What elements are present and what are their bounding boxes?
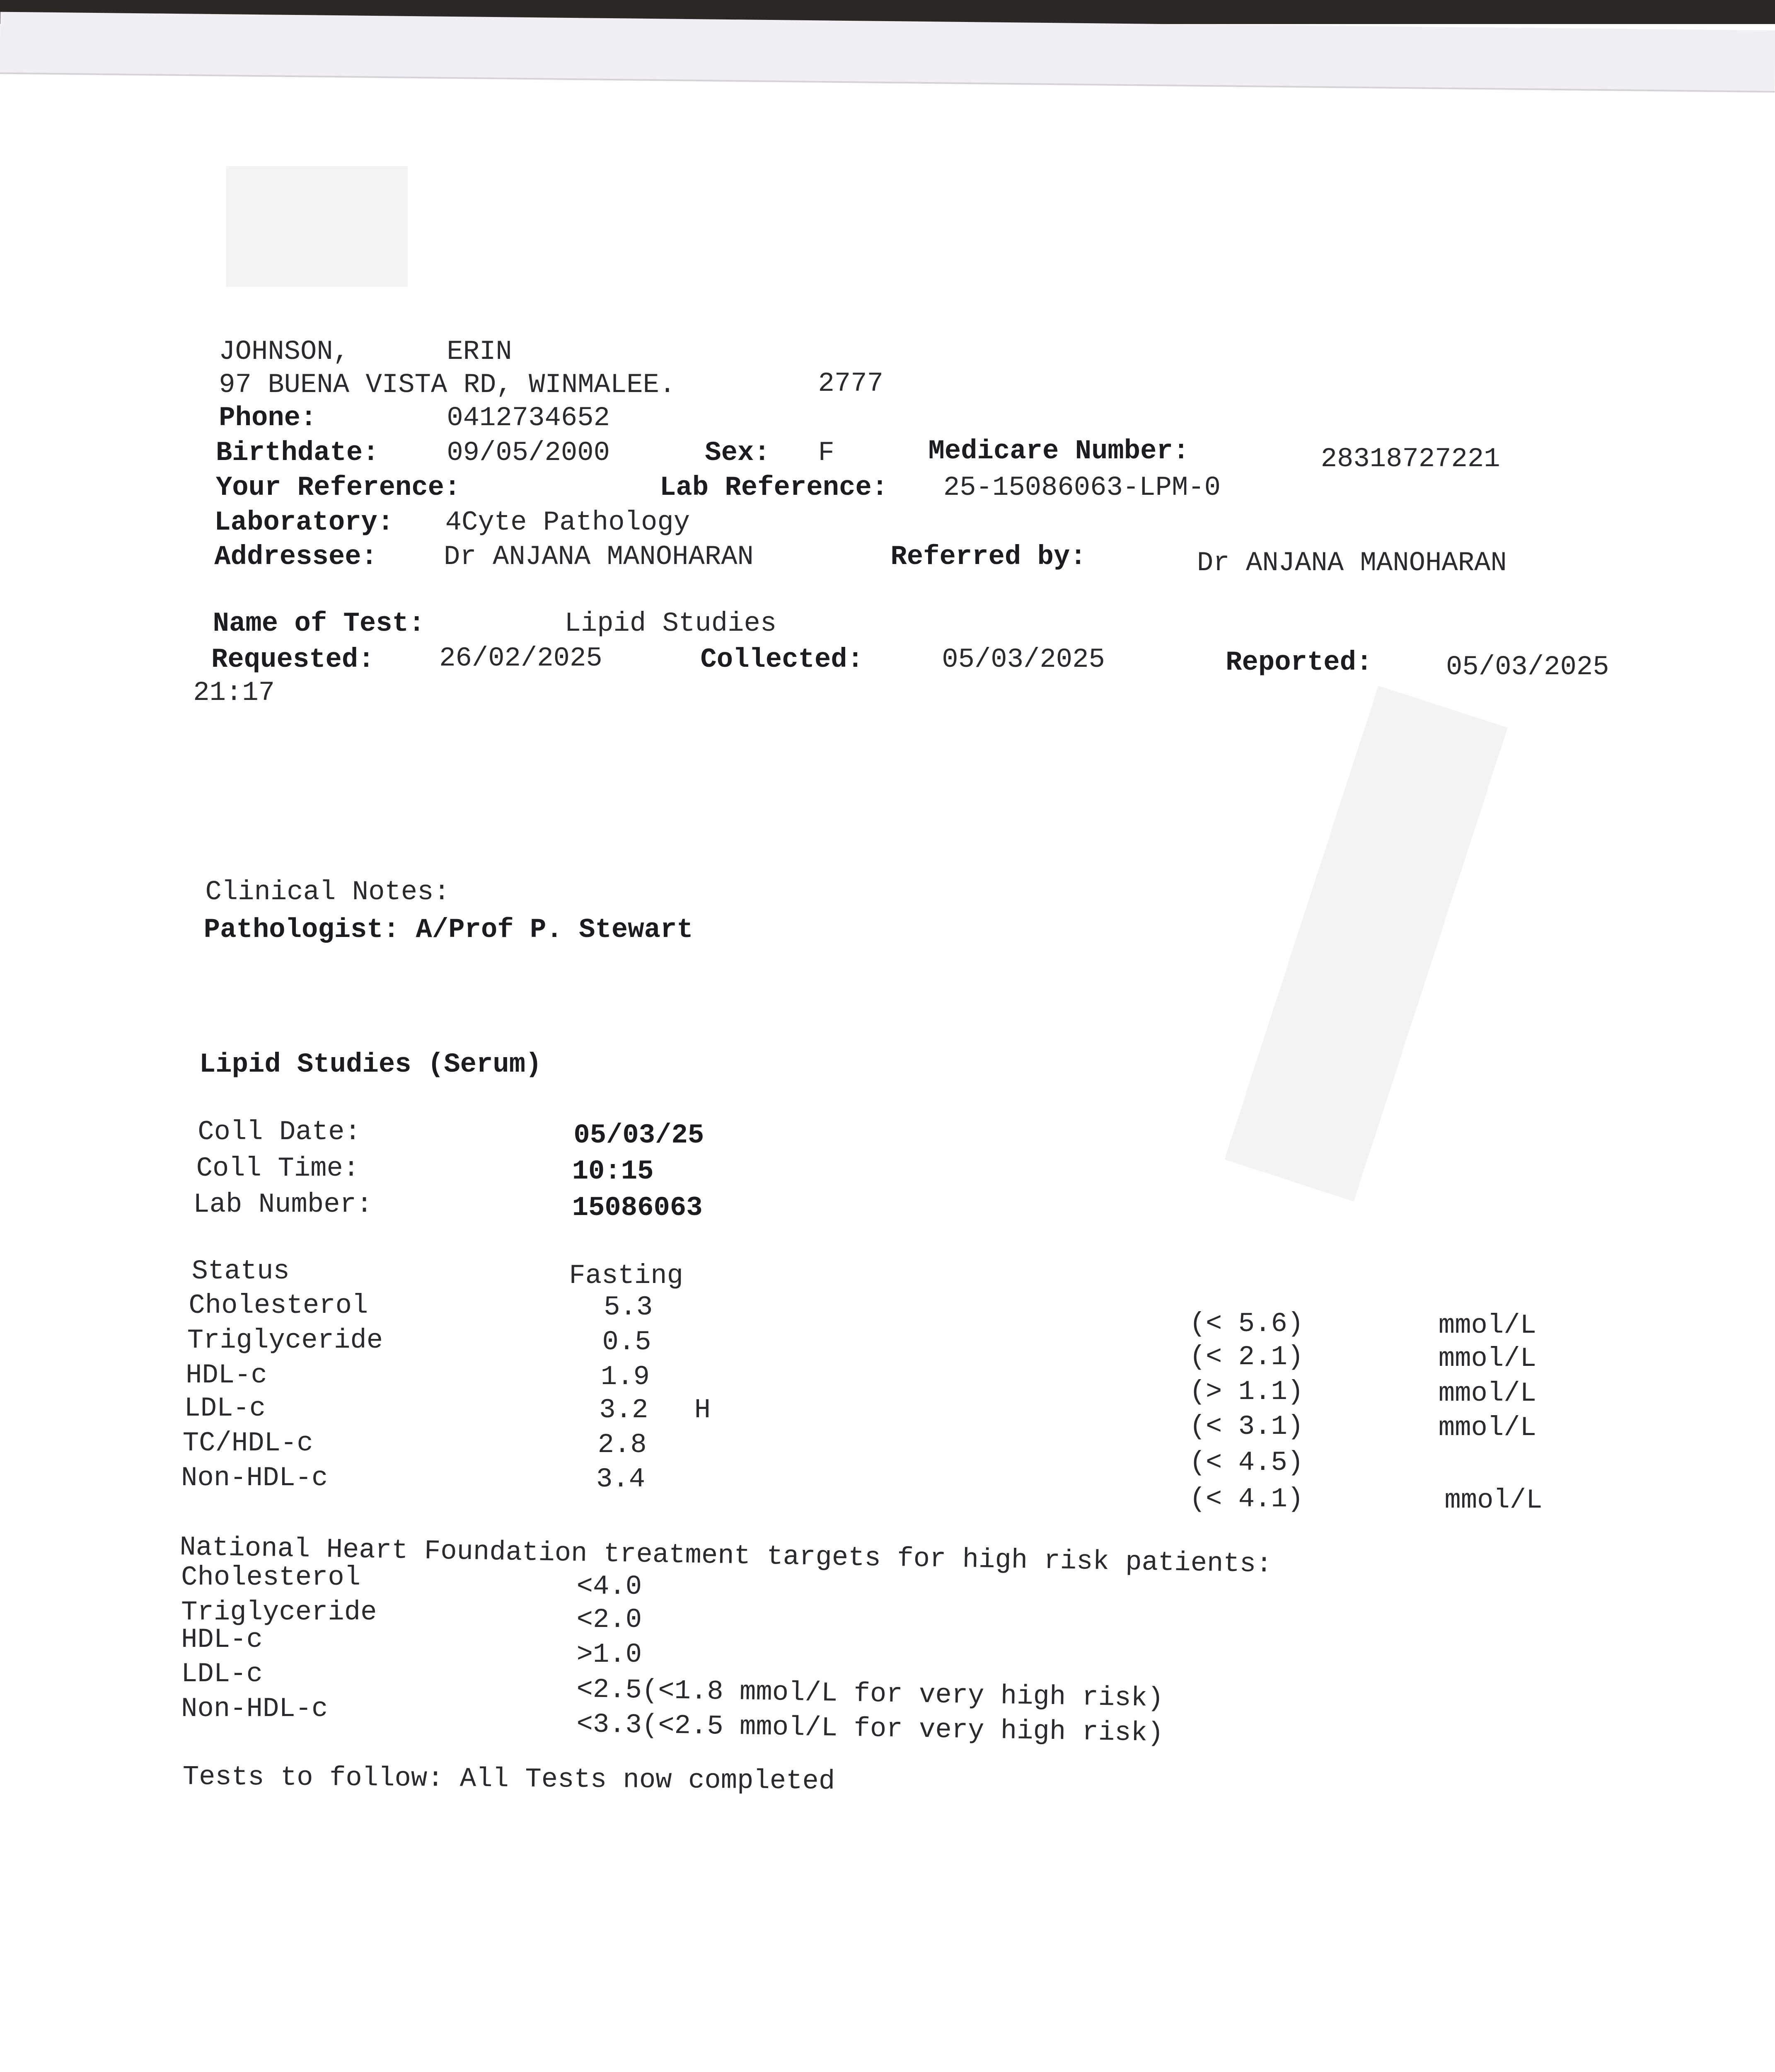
collected-label: Collected: — [700, 644, 863, 675]
phone-label: Phone: — [219, 402, 317, 434]
collected-value: 05/03/2025 — [942, 644, 1105, 675]
results-title: Lipid Studies (Serum) — [199, 1048, 542, 1080]
lab-reference-value: 25-15086063-LPM-0 — [943, 472, 1221, 503]
reference-range: (< 4.1) — [1189, 1483, 1304, 1515]
result-value: 2.8 — [597, 1429, 647, 1460]
target-name: Triglyceride — [181, 1596, 377, 1628]
status-value: Fasting — [569, 1260, 683, 1291]
result-name: Triglyceride — [187, 1325, 383, 1356]
reference-range: (< 5.6) — [1189, 1308, 1304, 1340]
reference-range: (< 3.1) — [1189, 1411, 1304, 1442]
referred-by-value: Dr ANJANA MANOHARAN — [1197, 547, 1507, 579]
paper-crease — [1224, 685, 1508, 1202]
result-name: Cholesterol — [189, 1290, 368, 1322]
referred-by-label: Referred by: — [890, 541, 1086, 573]
laboratory-value: 4Cyte Pathology — [445, 506, 690, 538]
result-name: Non-HDL-c — [181, 1462, 328, 1493]
reported-time: 21:17 — [193, 677, 275, 709]
reported-label: Reported: — [1226, 647, 1373, 678]
lab-reference-label: Lab Reference: — [659, 472, 888, 503]
patient-surname: JOHNSON, — [219, 336, 350, 368]
lab-number-value: 15086063 — [572, 1192, 703, 1223]
addressee-value: Dr ANJANA MANOHARAN — [444, 541, 754, 573]
tests-to-follow: Tests to follow: All Tests now completed — [182, 1761, 835, 1797]
reference-range: (> 1.1) — [1189, 1376, 1304, 1408]
test-name-label: Name of Test: — [213, 608, 425, 639]
result-unit: mmol/L — [1444, 1485, 1543, 1516]
result-value: 5.3 — [604, 1292, 653, 1323]
result-value: 3.4 — [596, 1464, 646, 1495]
result-value: 1.9 — [600, 1361, 650, 1392]
target-name: Non-HDL-c — [181, 1693, 328, 1725]
clinical-notes-label: Clinical Notes: — [205, 876, 450, 908]
coll-time-label: Coll Time: — [196, 1152, 360, 1184]
sex-label: Sex: — [705, 437, 770, 469]
status-label: Status — [191, 1255, 290, 1287]
phone-value: 0412734652 — [447, 402, 610, 434]
birthdate-label: Birthdate: — [215, 437, 379, 469]
patient-address: 97 BUENA VISTA RD, WINMALEE. — [219, 369, 676, 401]
birthdate-value: 09/05/2000 — [447, 437, 610, 469]
patient-postcode: 2777 — [818, 368, 883, 399]
requested-label: Requested: — [211, 644, 375, 675]
laboratory-label: Laboratory: — [214, 506, 394, 538]
target-value: <2.5(<1.8 mmol/L for very high risk) — [576, 1673, 1164, 1714]
result-name: TC/HDL-c — [182, 1427, 313, 1459]
target-value: <2.0 — [576, 1604, 642, 1636]
patient-given-name: ERIN — [447, 336, 512, 368]
result-unit: mmol/L — [1438, 1310, 1536, 1341]
coll-time-value: 10:15 — [572, 1156, 654, 1187]
target-value: <4.0 — [576, 1571, 642, 1602]
result-name: HDL-c — [186, 1359, 267, 1391]
result-unit: mmol/L — [1438, 1412, 1536, 1444]
target-name: Cholesterol — [181, 1562, 361, 1593]
coll-date-value: 05/03/25 — [573, 1119, 704, 1151]
result-unit: mmol/L — [1438, 1343, 1536, 1374]
reported-value: 05/03/2025 — [1446, 651, 1609, 683]
medicare-label: Medicare Number: — [928, 436, 1190, 467]
paper-shadow — [226, 166, 408, 287]
sex-value: F — [818, 437, 834, 469]
target-value: >1.0 — [576, 1639, 642, 1670]
reference-range: (< 2.1) — [1189, 1341, 1304, 1373]
addressee-label: Addressee: — [214, 541, 377, 573]
requested-value: 26/02/2025 — [439, 642, 602, 674]
result-value: 0.5 — [602, 1326, 651, 1358]
target-name: HDL-c — [181, 1624, 263, 1655]
target-name: LDL-c — [181, 1658, 263, 1690]
medicare-value: 28318727221 — [1320, 443, 1500, 474]
coll-date-label: Coll Date: — [198, 1116, 361, 1148]
lab-number-label: Lab Number: — [193, 1189, 373, 1220]
result-flag: H — [694, 1394, 711, 1426]
your-reference-label: Your Reference: — [215, 472, 461, 503]
result-value: 3.2 — [599, 1394, 648, 1426]
target-value: <3.3(<2.5 mmol/L for very high risk) — [576, 1708, 1164, 1749]
test-name-value: Lipid Studies — [564, 608, 777, 639]
result-name: LDL-c — [184, 1393, 266, 1424]
pathologist: Pathologist: A/Prof P. Stewart — [203, 914, 693, 946]
reference-range: (< 4.5) — [1189, 1447, 1304, 1479]
result-unit: mmol/L — [1438, 1377, 1536, 1409]
